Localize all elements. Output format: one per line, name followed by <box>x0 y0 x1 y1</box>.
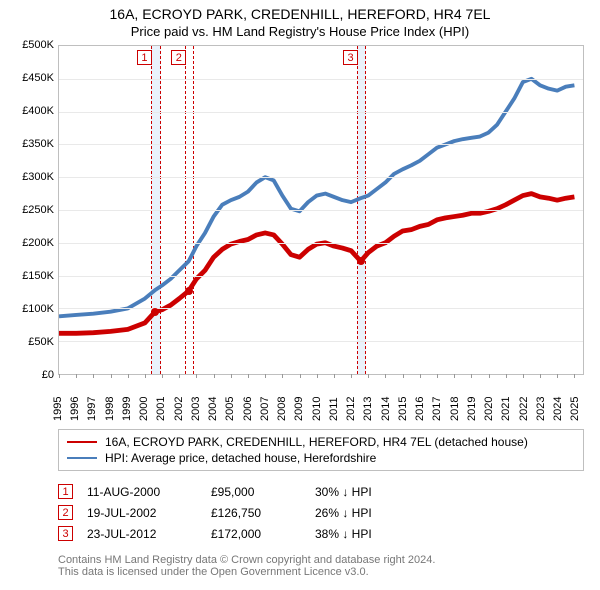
x-tick-label: 2014 <box>380 397 392 421</box>
chart-area: £0 £50K £100K £150K £200K £250K £300K £350K £400… <box>10 45 590 415</box>
x-tick-label: 2021 <box>500 397 512 421</box>
x-tick-label: 1995 <box>52 397 64 421</box>
y-tick-label: £150K <box>22 270 54 282</box>
legend-swatch <box>67 441 97 443</box>
event-date: 19-JUL-2002 <box>87 506 197 520</box>
x-tick-label: 2013 <box>362 397 374 421</box>
y-tick-label: £0 <box>42 369 54 381</box>
sale-point <box>357 257 365 265</box>
event-date: 11-AUG-2000 <box>87 485 197 499</box>
x-tick-label: 2024 <box>552 397 564 421</box>
gridline <box>59 341 583 342</box>
x-tick-label: 2003 <box>190 397 202 421</box>
footer-line1: Contains HM Land Registry data © Crown c… <box>58 554 584 566</box>
legend-swatch <box>67 457 97 459</box>
sale-point <box>151 308 159 316</box>
event-number-box: 1 <box>58 484 73 499</box>
y-tick-label: £50K <box>28 336 54 348</box>
x-tick-label: 2004 <box>207 397 219 421</box>
event-diff: 38% ↓ HPI <box>315 527 372 541</box>
x-tick-label: 2015 <box>397 397 409 421</box>
x-tick-label: 2018 <box>449 397 461 421</box>
y-tick-label: £200K <box>22 237 54 249</box>
x-tick-label: 2023 <box>535 397 547 421</box>
series-price_paid <box>59 194 574 334</box>
x-tick-label: 2011 <box>328 397 340 421</box>
gridline <box>59 308 583 309</box>
x-tick-label: 1997 <box>86 397 98 421</box>
x-tick-label: 1998 <box>104 397 116 421</box>
title-address: 16A, ECROYD PARK, CREDENHILL, HEREFORD, … <box>10 6 590 22</box>
title-subtitle: Price paid vs. HM Land Registry's House … <box>10 24 590 39</box>
plot-region: 1 2 3 <box>58 45 584 375</box>
x-tick-label: 2008 <box>276 397 288 421</box>
legend-item: HPI: Average price, detached house, Here… <box>67 450 575 466</box>
event-number-box: 2 <box>58 505 73 520</box>
x-tick-label: 2001 <box>155 397 167 421</box>
x-tick-label: 1996 <box>69 397 81 421</box>
y-tick-label: £500K <box>22 39 54 51</box>
x-tick-label: 2009 <box>293 397 305 421</box>
x-tick-label: 2019 <box>466 397 478 421</box>
event-diff: 26% ↓ HPI <box>315 506 372 520</box>
x-tick-label: 2006 <box>242 397 254 421</box>
legend-label: HPI: Average price, detached house, Here… <box>105 451 376 465</box>
x-tick-label: 2005 <box>224 397 236 421</box>
event-number-box: 3 <box>58 526 73 541</box>
gridline <box>59 177 583 178</box>
event-marker: 2 <box>171 50 186 65</box>
y-tick-label: £400K <box>22 105 54 117</box>
y-tick-label: £300K <box>22 171 54 183</box>
events-table: 1 11-AUG-2000 £95,000 30% ↓ HPI 2 19-JUL-2002… <box>58 481 584 544</box>
y-tick-label: £100K <box>22 303 54 315</box>
x-tick-label: 2010 <box>311 397 323 421</box>
footer: Contains HM Land Registry data © Crown c… <box>58 554 584 578</box>
y-tick-label: £350K <box>22 138 54 150</box>
page-root: 16A, ECROYD PARK, CREDENHILL, HEREFORD, … <box>0 0 600 590</box>
footer-line2: This data is licensed under the Open Gov… <box>58 566 584 578</box>
gridline <box>59 144 583 145</box>
y-tick-label: £250K <box>22 204 54 216</box>
x-tick-label: 2025 <box>569 397 581 421</box>
event-price: £172,000 <box>211 527 301 541</box>
title-block: 16A, ECROYD PARK, CREDENHILL, HEREFORD, … <box>10 6 590 39</box>
event-marker: 1 <box>137 50 152 65</box>
legend-item: 16A, ECROYD PARK, CREDENHILL, HEREFORD, … <box>67 434 575 450</box>
event-price: £126,750 <box>211 506 301 520</box>
x-tick-label: 2020 <box>483 397 495 421</box>
gridline <box>59 112 583 113</box>
legend-label: 16A, ECROYD PARK, CREDENHILL, HEREFORD, … <box>105 435 528 449</box>
gridline <box>59 276 583 277</box>
event-date: 23-JUL-2012 <box>87 527 197 541</box>
gridline <box>59 243 583 244</box>
x-tick-label: 2002 <box>173 397 185 421</box>
event-row: 1 11-AUG-2000 £95,000 30% ↓ HPI <box>58 481 584 502</box>
event-diff: 30% ↓ HPI <box>315 485 372 499</box>
y-axis-labels: £0£50K£100K£150K£200K£250K£300K£350K£400… <box>10 45 56 375</box>
x-tick-label: 2000 <box>138 397 150 421</box>
x-axis-labels: 1995199619971998199920002001200220032004… <box>58 375 584 415</box>
gridline <box>59 79 583 80</box>
event-marker: 3 <box>343 50 358 65</box>
x-tick-label: 2007 <box>259 397 271 421</box>
x-tick-label: 1999 <box>121 397 133 421</box>
gridline <box>59 210 583 211</box>
x-tick-label: 2016 <box>414 397 426 421</box>
legend: 16A, ECROYD PARK, CREDENHILL, HEREFORD, … <box>58 429 584 471</box>
sale-point <box>185 287 193 295</box>
y-tick-label: £450K <box>22 72 54 84</box>
x-tick-label: 2017 <box>431 397 443 421</box>
series-hpi <box>59 79 574 316</box>
event-row: 2 19-JUL-2002 £126,750 26% ↓ HPI <box>58 502 584 523</box>
x-tick-label: 2012 <box>345 397 357 421</box>
event-price: £95,000 <box>211 485 301 499</box>
event-row: 3 23-JUL-2012 £172,000 38% ↓ HPI <box>58 523 584 544</box>
x-tick-label: 2022 <box>518 397 530 421</box>
